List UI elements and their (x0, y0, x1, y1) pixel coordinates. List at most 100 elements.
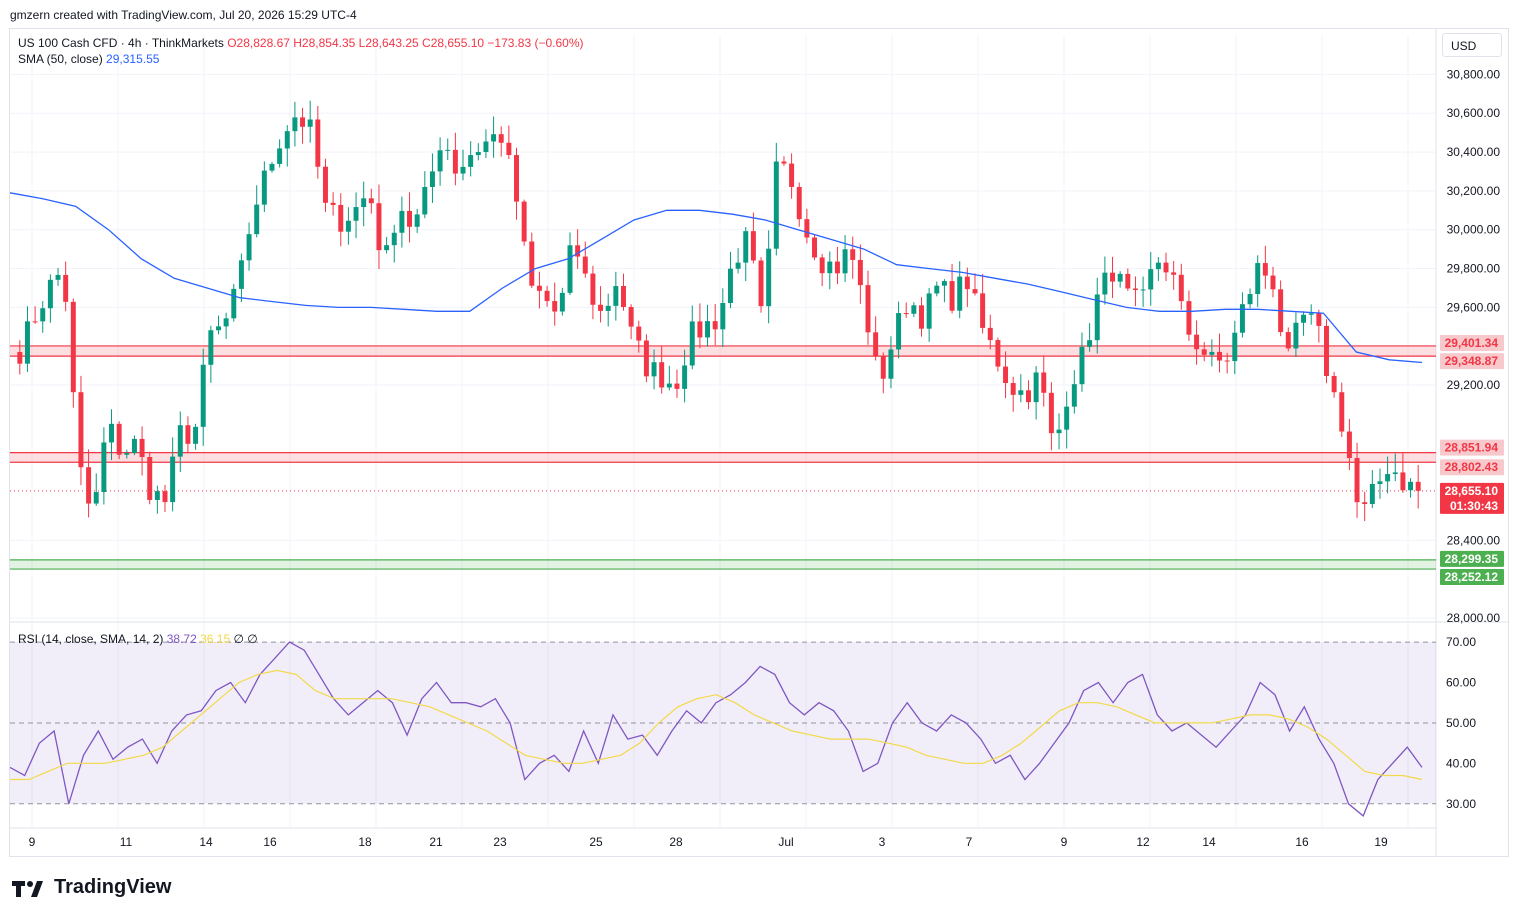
candle (1087, 323, 1093, 352)
currency-selector[interactable]: USD (1442, 33, 1502, 57)
candle (86, 449, 92, 518)
candle (712, 304, 718, 346)
time-tick-label: 9 (1061, 835, 1068, 849)
chart-frame[interactable] (9, 28, 1509, 857)
candle (78, 375, 84, 486)
candlestick-series (17, 100, 1421, 522)
candle (1071, 370, 1077, 414)
candle (17, 340, 23, 375)
candle (666, 365, 672, 391)
candle (812, 234, 817, 261)
candle (468, 141, 474, 177)
candle (1255, 255, 1261, 308)
candle (514, 147, 519, 220)
candle (101, 427, 107, 505)
candle (819, 253, 825, 287)
svg-text:29,348.87: 29,348.87 (1445, 354, 1499, 368)
candle (200, 348, 206, 446)
time-tick-label: 28 (669, 835, 683, 849)
price-tick-label: 28,000.00 (1447, 611, 1501, 625)
candle (1354, 442, 1360, 518)
last-price-label: 28,655.10 (1440, 482, 1504, 499)
candle (1362, 491, 1368, 522)
candle (941, 279, 947, 303)
candle (124, 449, 130, 459)
candle (1025, 380, 1031, 410)
candle (1079, 332, 1085, 392)
candle (567, 232, 573, 296)
candle (1301, 311, 1307, 336)
candle (636, 320, 642, 353)
rsi-legend: RSI (14, close, SMA, 14, 2) 38.72 36.15 … (18, 632, 258, 646)
candle (1385, 456, 1391, 494)
candle (345, 207, 351, 245)
candle (773, 142, 779, 256)
candle (850, 236, 856, 279)
countdown-label: 01:30:43 (1440, 497, 1504, 514)
symbol-label[interactable]: US 100 Cash CFD · 4h · ThinkMarkets (18, 36, 224, 50)
resistance-label: 28,851.94 (1440, 439, 1504, 456)
brand[interactable]: TradingView (12, 876, 171, 899)
candle (116, 421, 122, 460)
candle (261, 161, 267, 213)
rsi-tick-label: 40.00 (1446, 756, 1476, 770)
candle (926, 288, 932, 342)
candle (957, 261, 963, 319)
candle (949, 263, 955, 314)
brand-name: TradingView (54, 876, 172, 898)
candle (964, 267, 970, 307)
time-tick-label: 18 (358, 835, 372, 849)
price-tick-label: 28,400.00 (1447, 533, 1501, 547)
candle (353, 192, 359, 239)
candle (1278, 280, 1284, 337)
candle (605, 293, 611, 327)
time-tick-label: 9 (29, 835, 36, 849)
price-tick-label: 30,000.00 (1447, 223, 1501, 237)
sma-label[interactable]: SMA (50, close) (18, 52, 103, 66)
time-tick-label: 16 (1295, 835, 1309, 849)
candle (40, 301, 46, 333)
candle (452, 132, 458, 186)
candle (689, 305, 695, 370)
resistance-label: 29,401.34 (1440, 334, 1504, 351)
svg-text:28,802.43: 28,802.43 (1445, 460, 1499, 474)
candle (109, 409, 114, 461)
candle (162, 484, 168, 512)
candle (1377, 468, 1383, 499)
price-tick-label: 29,600.00 (1447, 300, 1501, 314)
candle (429, 153, 435, 203)
candle (368, 188, 374, 214)
candle (743, 227, 749, 282)
candle (1018, 374, 1024, 403)
resistance-zone (10, 452, 1436, 463)
candle (651, 349, 657, 390)
candle (93, 473, 99, 506)
candle (193, 423, 199, 450)
candle (1056, 413, 1062, 450)
svg-text:28,252.12: 28,252.12 (1445, 570, 1499, 584)
candle (1239, 292, 1245, 338)
rsi-label[interactable]: RSI (14, close, SMA, 14, 2) (18, 632, 164, 646)
price-labels: 29,401.34 29,348.87 28,851.94 28,802.43 28,6… (1440, 334, 1504, 586)
candle (1201, 342, 1207, 362)
candle (857, 244, 863, 304)
candle (1132, 276, 1138, 307)
price-zones (10, 345, 1436, 570)
candle (330, 192, 336, 216)
candle (1010, 376, 1016, 412)
candle (1194, 320, 1200, 365)
candle (559, 287, 565, 316)
candle (827, 251, 833, 290)
candle (682, 349, 688, 403)
candle (460, 149, 466, 181)
candle (1064, 391, 1070, 449)
rsi-tick-label: 30.00 (1446, 797, 1476, 811)
candle (47, 274, 53, 323)
candle (1148, 252, 1154, 306)
candle (1041, 355, 1047, 407)
candle (621, 273, 626, 311)
candle (216, 315, 221, 335)
candle (185, 416, 191, 454)
sma-value: 29,315.55 (106, 52, 160, 66)
